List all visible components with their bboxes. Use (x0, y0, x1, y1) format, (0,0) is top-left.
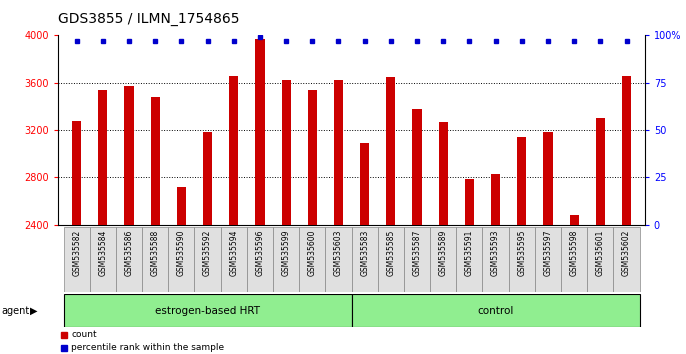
Text: GSM535603: GSM535603 (334, 230, 343, 276)
Bar (177, 187, 186, 354)
Text: GSM535595: GSM535595 (517, 230, 526, 276)
Bar (124, 86, 134, 354)
Text: percentile rank within the sample: percentile rank within the sample (71, 343, 224, 352)
Text: count: count (71, 331, 97, 339)
Bar (351, 294, 639, 327)
Bar (569, 215, 579, 354)
Bar (90, 227, 116, 292)
Bar (247, 227, 273, 292)
Bar (491, 174, 500, 354)
Bar (308, 90, 317, 354)
Bar (482, 227, 509, 292)
Text: GSM535594: GSM535594 (229, 230, 238, 276)
Bar (64, 294, 351, 327)
Text: GSM535597: GSM535597 (543, 230, 552, 276)
Text: estrogen-based HRT: estrogen-based HRT (155, 306, 260, 316)
Bar (456, 227, 482, 292)
Bar (273, 227, 299, 292)
Bar (613, 227, 639, 292)
Text: GSM535586: GSM535586 (124, 230, 134, 276)
Bar (229, 76, 238, 354)
Bar (168, 227, 194, 292)
Bar (587, 227, 613, 292)
Text: ▶: ▶ (30, 306, 38, 316)
Text: agent: agent (1, 306, 29, 316)
Text: GSM535596: GSM535596 (255, 230, 264, 276)
Bar (255, 39, 265, 354)
Bar (281, 80, 291, 354)
Text: GSM535590: GSM535590 (177, 230, 186, 276)
Text: GSM535582: GSM535582 (72, 230, 81, 276)
Text: GSM535591: GSM535591 (465, 230, 474, 276)
Text: GSM535599: GSM535599 (282, 230, 291, 276)
Bar (64, 227, 90, 292)
Bar (386, 77, 395, 354)
Bar (378, 227, 404, 292)
Bar (430, 227, 456, 292)
Bar (438, 122, 448, 354)
Bar (595, 118, 605, 354)
Bar (351, 227, 378, 292)
Bar (543, 132, 552, 354)
Bar (98, 90, 108, 354)
Text: GSM535600: GSM535600 (308, 230, 317, 276)
Text: GSM535598: GSM535598 (569, 230, 579, 276)
Text: GSM535602: GSM535602 (622, 230, 631, 276)
Text: GSM535601: GSM535601 (596, 230, 605, 276)
Bar (116, 227, 142, 292)
Text: GSM535587: GSM535587 (412, 230, 421, 276)
Text: GSM535585: GSM535585 (386, 230, 395, 276)
Bar (360, 143, 369, 354)
Bar (151, 97, 160, 354)
Text: control: control (477, 306, 514, 316)
Bar (622, 76, 631, 354)
Bar (194, 227, 221, 292)
Bar (334, 80, 343, 354)
Text: GSM535583: GSM535583 (360, 230, 369, 276)
Bar (412, 109, 422, 354)
Text: GSM535592: GSM535592 (203, 230, 212, 276)
Bar (404, 227, 430, 292)
Text: GSM535593: GSM535593 (491, 230, 500, 276)
Text: GSM535588: GSM535588 (151, 230, 160, 276)
Bar (72, 121, 81, 354)
Bar (203, 132, 212, 354)
Bar (299, 227, 325, 292)
Bar (535, 227, 561, 292)
Text: GSM535589: GSM535589 (439, 230, 448, 276)
Bar (561, 227, 587, 292)
Bar (465, 179, 474, 354)
Bar (509, 227, 535, 292)
Bar (325, 227, 351, 292)
Text: GDS3855 / ILMN_1754865: GDS3855 / ILMN_1754865 (58, 12, 240, 27)
Bar (517, 137, 526, 354)
Bar (142, 227, 168, 292)
Text: GSM535584: GSM535584 (98, 230, 107, 276)
Bar (221, 227, 247, 292)
